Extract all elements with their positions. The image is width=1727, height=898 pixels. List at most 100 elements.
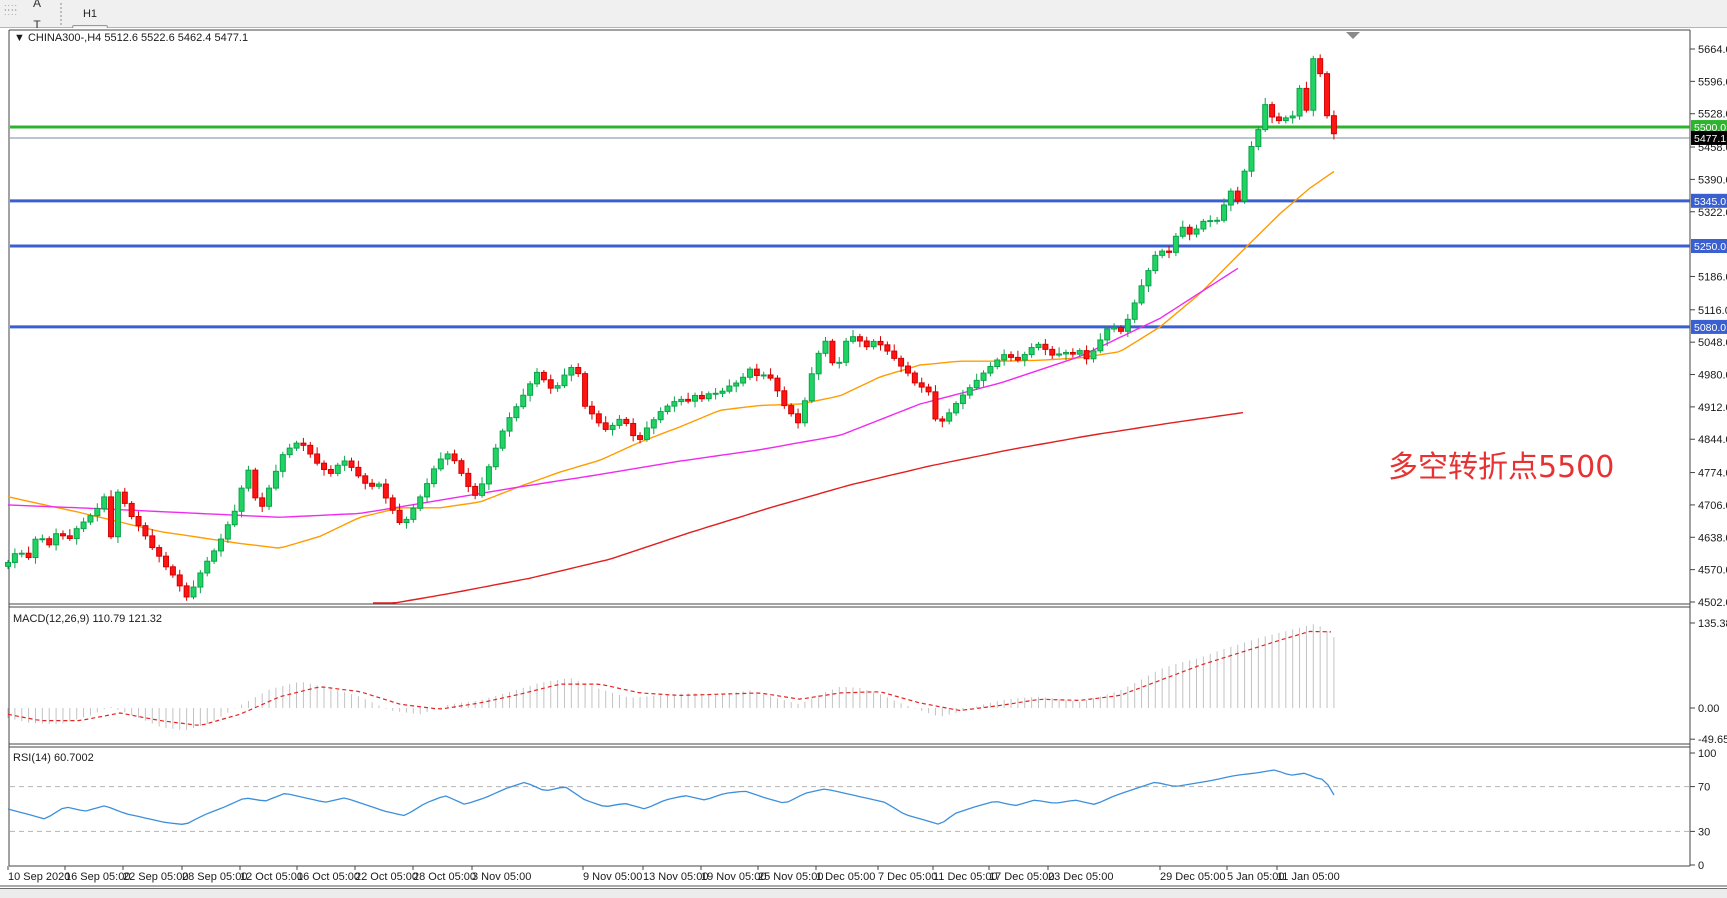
candle-body[interactable] (114, 491, 121, 538)
candle-body[interactable] (183, 585, 190, 598)
candle-body[interactable] (904, 365, 911, 374)
candle-body[interactable] (554, 385, 561, 389)
candle-body[interactable] (266, 487, 273, 507)
candle-body[interactable] (259, 497, 266, 507)
candle-body[interactable] (1117, 327, 1124, 332)
candle-body[interactable] (135, 516, 142, 527)
candle-body[interactable] (176, 574, 183, 587)
candle-body[interactable] (1104, 328, 1111, 341)
candle-body[interactable] (1008, 354, 1015, 358)
candle-body[interactable] (424, 483, 431, 498)
candle-body[interactable] (856, 336, 863, 342)
candle-body[interactable] (1001, 354, 1008, 361)
candle-body[interactable] (1248, 145, 1255, 172)
candle-body[interactable] (382, 483, 389, 499)
candle-body[interactable] (637, 435, 644, 440)
candle-body[interactable] (163, 555, 170, 568)
candle-body[interactable] (1200, 220, 1207, 230)
candle-body[interactable] (53, 533, 60, 546)
candle-body[interactable] (685, 398, 692, 402)
candle-body[interactable] (630, 422, 637, 437)
candle-body[interactable] (726, 385, 733, 392)
candle-body[interactable] (1138, 285, 1145, 304)
candle-body[interactable] (1269, 104, 1276, 118)
candle-body[interactable] (1035, 343, 1042, 349)
candle-body[interactable] (1014, 356, 1021, 361)
candle-body[interactable] (822, 340, 829, 354)
candle-body[interactable] (101, 496, 108, 509)
candle-body[interactable] (1083, 350, 1090, 360)
candle-body[interactable] (767, 374, 774, 379)
candle-body[interactable] (121, 491, 128, 504)
candle-body[interactable] (430, 468, 437, 485)
candle-body[interactable] (588, 405, 595, 415)
candle-body[interactable] (671, 401, 678, 407)
candle-body[interactable] (485, 466, 492, 485)
candle-body[interactable] (149, 535, 156, 549)
candle-body[interactable] (108, 496, 115, 538)
candle-body[interactable] (73, 528, 80, 539)
candle-body[interactable] (1152, 254, 1159, 272)
candle-body[interactable] (11, 553, 18, 564)
candle-body[interactable] (1076, 350, 1083, 355)
chart-shift-marker-icon[interactable] (1346, 32, 1360, 39)
candle-body[interactable] (829, 340, 836, 364)
chart-area[interactable]: 5664.0 5596.0 5528.0 5458.0 5390.0 5322.0 5186… (0, 28, 1727, 888)
candle-body[interactable] (698, 394, 705, 400)
candle-body[interactable] (911, 372, 918, 384)
candle-body[interactable] (877, 340, 884, 346)
candle-body[interactable] (1241, 170, 1248, 202)
candle-body[interactable] (540, 371, 547, 381)
candle-body[interactable] (1179, 226, 1186, 237)
candle-body[interactable] (204, 560, 211, 574)
candle-body[interactable] (59, 533, 66, 537)
candle-body[interactable] (575, 366, 582, 375)
candle-body[interactable] (1090, 350, 1097, 360)
candle-body[interactable] (1193, 228, 1200, 235)
candle-body[interactable] (1214, 219, 1221, 222)
candle-body[interactable] (746, 368, 753, 378)
candle-body[interactable] (568, 366, 575, 376)
candle-body[interactable] (836, 361, 843, 364)
candle-body[interactable] (1131, 302, 1138, 320)
candle-body[interactable] (437, 458, 444, 470)
candle-body[interactable] (369, 482, 376, 487)
candle-body[interactable] (1317, 58, 1324, 75)
candle-body[interactable] (650, 419, 657, 429)
candle-body[interactable] (616, 418, 623, 426)
candle-body[interactable] (1234, 190, 1241, 202)
chart-canvas[interactable]: 5664.0 5596.0 5528.0 5458.0 5390.0 5322.0 5186… (0, 28, 1727, 888)
candle-body[interactable] (1124, 318, 1131, 332)
candle-body[interactable] (142, 525, 149, 537)
candle-body[interactable] (980, 372, 987, 381)
candle-body[interactable] (224, 524, 231, 540)
candle-body[interactable] (513, 406, 520, 419)
candle-body[interactable] (362, 475, 369, 484)
candle-body[interactable] (389, 497, 396, 511)
candle-body[interactable] (561, 374, 568, 387)
candle-body[interactable] (197, 572, 204, 588)
candle-body[interactable] (760, 374, 767, 377)
candle-body[interactable] (1324, 73, 1331, 117)
candle-body[interactable] (39, 538, 46, 541)
candle-body[interactable] (1227, 190, 1234, 206)
candle-body[interactable] (272, 470, 279, 489)
candle-body[interactable] (451, 453, 458, 462)
candle-body[interactable] (417, 496, 424, 509)
candle-body[interactable] (32, 538, 39, 559)
candle-body[interactable] (1262, 104, 1269, 131)
text-label-button[interactable]: T (19, 14, 55, 36)
candle-body[interactable] (94, 507, 101, 517)
candle-body[interactable] (712, 392, 719, 395)
candle-body[interactable] (664, 405, 671, 413)
candle-body[interactable] (458, 460, 465, 474)
candle-body[interactable] (472, 485, 479, 496)
candle-body[interactable] (843, 340, 850, 363)
candle-body[interactable] (609, 424, 616, 430)
candle-body[interactable] (719, 390, 726, 394)
candle-body[interactable] (898, 357, 905, 367)
candle-body[interactable] (1159, 250, 1166, 256)
candle-body[interactable] (753, 368, 760, 376)
candle-body[interactable] (547, 379, 554, 389)
candle-body[interactable] (403, 518, 410, 524)
